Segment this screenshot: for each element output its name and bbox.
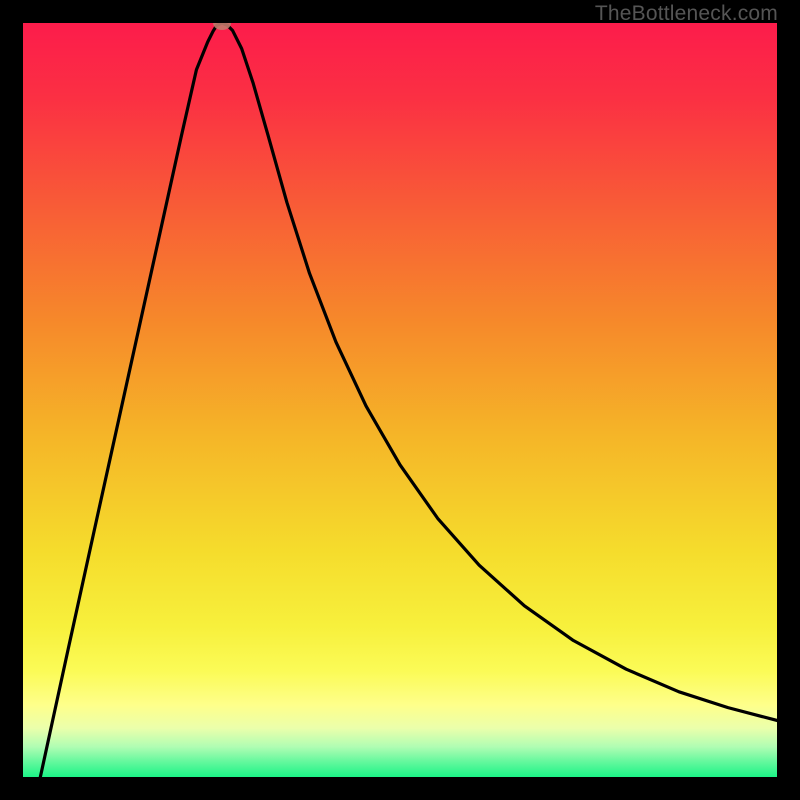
- chart-background: [23, 23, 777, 777]
- chart-svg: [23, 23, 777, 777]
- chart-container: TheBottleneck.com: [0, 0, 800, 800]
- plot-area: [23, 23, 777, 777]
